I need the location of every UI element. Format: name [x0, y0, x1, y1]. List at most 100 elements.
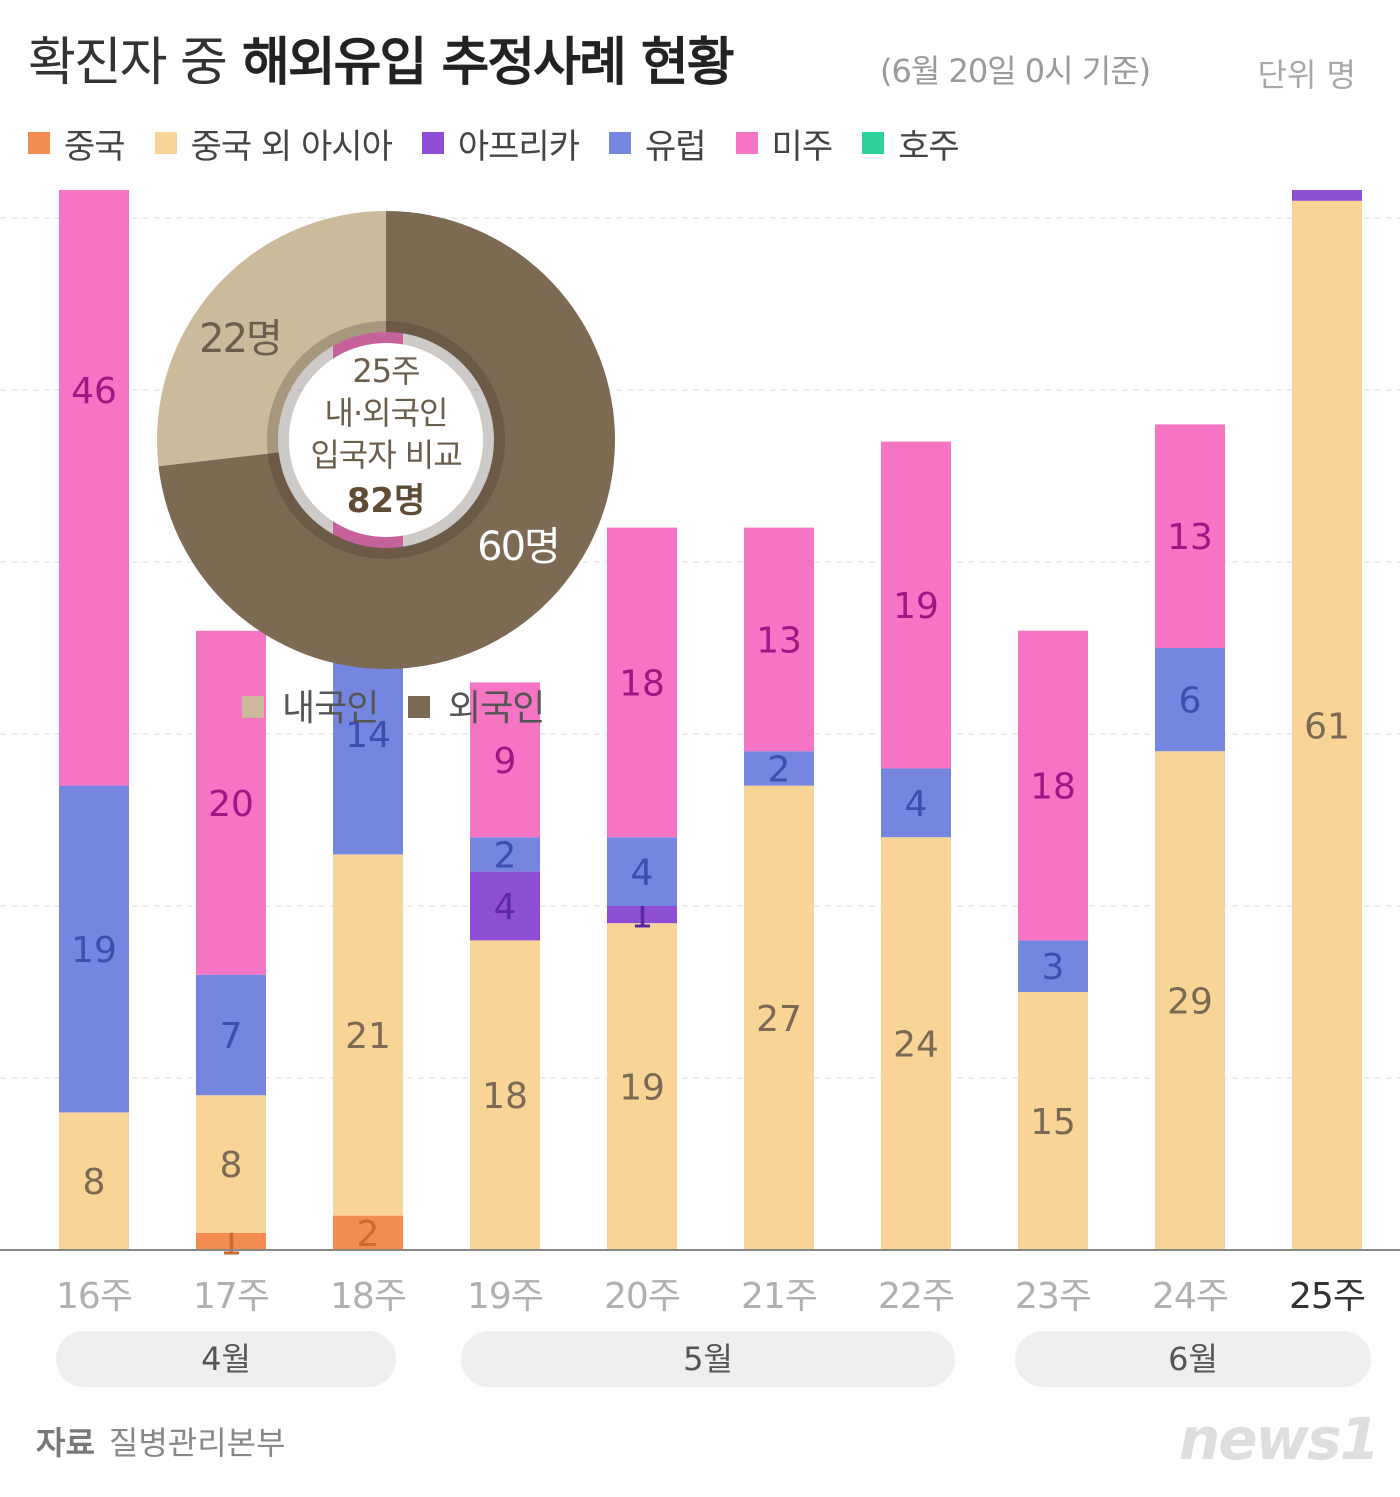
x-tick-label: 17주	[193, 1276, 269, 1317]
donut-center	[289, 343, 483, 537]
legend-item-americas: 미주	[735, 119, 834, 168]
legend-label: 중국	[64, 126, 126, 167]
x-tick-label: 25주	[1289, 1276, 1365, 1317]
bar-segment	[196, 974, 266, 1096]
bar-segment	[744, 527, 814, 752]
bar-segment	[470, 871, 540, 941]
legend-swatch	[28, 132, 50, 154]
bar-value-label: 24	[893, 1025, 939, 1066]
legend-swatch	[735, 132, 758, 154]
bar-segment	[1018, 940, 1088, 992]
x-tick-label: 20주	[604, 1276, 680, 1317]
legend-item-australia: 호주	[862, 119, 960, 168]
legend-label: 유럽	[644, 126, 707, 167]
bar-value-label: 13	[1167, 517, 1213, 558]
bar-value-label: 2	[494, 835, 517, 876]
donut-slice	[157, 211, 386, 467]
bar-segment	[607, 906, 677, 924]
bar-value-label: 20	[208, 784, 254, 825]
title-note: (6월 20일 0시 기준)	[880, 52, 1151, 90]
bar-segment	[1155, 751, 1225, 1250]
source-note: 자료 질병관리본부	[36, 1418, 286, 1464]
bar-segment	[196, 630, 266, 975]
bar-segment	[607, 527, 677, 838]
legend-item-china: 중국	[28, 119, 126, 168]
bar-segment	[1292, 200, 1362, 1250]
bar-segment	[59, 1112, 129, 1250]
donut-legend-label: 내국인	[282, 688, 378, 729]
donut-center-text: 25주	[352, 352, 419, 390]
bar-segment	[470, 837, 540, 872]
bar-segment	[881, 837, 951, 1250]
donut-slice-label: 22명	[199, 316, 281, 362]
bar-segment	[881, 768, 951, 838]
month-pill-may: 5월	[461, 1331, 955, 1387]
chart-header: 확진자 중 해외유입 추정사례 현황 (6월 20일 0시 기준) 단위 명	[28, 20, 1378, 100]
bar-segment	[470, 682, 540, 838]
bar-segment	[59, 785, 129, 1113]
donut-legend-swatch	[242, 696, 264, 718]
legend-swatch	[421, 132, 444, 154]
bar-value-label: 61	[1304, 706, 1350, 747]
unit-label: 단위 명	[1257, 56, 1357, 94]
news1-logo: news1	[1178, 1405, 1380, 1473]
bar-value-label: 8	[83, 1162, 106, 1203]
bar-segment	[881, 441, 951, 769]
donut-inner-ring	[267, 321, 505, 559]
bar-value-label: 15	[1030, 1102, 1076, 1143]
bar-segment	[744, 751, 814, 786]
legend-item-africa: 아프리카	[421, 119, 580, 168]
legend-swatch	[862, 132, 885, 154]
bar-value-label: 8	[220, 1145, 243, 1186]
legend-label: 미주	[771, 126, 834, 167]
bar-value-label: 4	[905, 784, 928, 825]
donut-legend-swatch	[408, 696, 430, 718]
x-tick-label: 23주	[1015, 1276, 1091, 1317]
source-label: 자료	[36, 1424, 95, 1462]
bar-segment	[59, 190, 129, 786]
legend-label: 중국 외 아시아	[190, 126, 393, 167]
bar-segment	[1292, 190, 1362, 201]
x-tick-label: 22주	[878, 1276, 954, 1317]
bar-segment	[196, 1095, 266, 1233]
donut-slice	[158, 211, 615, 669]
month-pill-june: 6월	[1015, 1331, 1371, 1387]
legend-swatch	[154, 132, 177, 154]
bar-segment	[1155, 648, 1225, 752]
bar-value-label: 2	[768, 749, 791, 790]
bar-segment	[607, 923, 677, 1250]
donut-slice-label: 60명	[477, 524, 559, 570]
stacked-bar-chart: 81946116주1872017주221141818주1842919주19141…	[0, 190, 1400, 1317]
bar-segment	[196, 1232, 266, 1250]
bar-segment	[333, 854, 403, 1216]
bar-value-label: 19	[893, 586, 939, 627]
bar-value-label: 18	[619, 663, 665, 704]
title-light: 확진자 중	[28, 33, 228, 93]
bar-legend: 중국 중국 외 아시아 아프리카 유럽 미주 호주	[28, 118, 989, 168]
bar-value-label: 14	[345, 715, 391, 756]
legend-item-asia: 중국 외 아시아	[154, 119, 393, 168]
x-tick-label: 16주	[56, 1276, 132, 1317]
donut-center-total: 82명	[347, 481, 426, 521]
bar-segment	[333, 1215, 403, 1250]
source-value: 질병관리본부	[108, 1424, 286, 1462]
bar-value-label: 19	[71, 930, 117, 971]
x-tick-label: 21주	[741, 1276, 817, 1317]
bar-value-label: 46	[71, 371, 117, 412]
bar-value-label: 18	[1030, 767, 1076, 808]
bar-value-label: 13	[756, 620, 802, 661]
chart-title: 확진자 중 해외유입 추정사례 현황	[28, 20, 735, 95]
bar-value-label: 19	[619, 1068, 665, 1109]
bar-value-label: 4	[631, 853, 654, 894]
title-bold: 해외유입 추정사례 현황	[242, 33, 735, 93]
bar-value-label: 27	[756, 999, 802, 1040]
bar-segment	[744, 785, 814, 1250]
bar-value-label: 2	[357, 1214, 380, 1255]
bar-value-label: 3	[1042, 947, 1065, 988]
bar-value-label: 18	[482, 1076, 528, 1117]
bar-value-label: 4	[494, 887, 517, 928]
bar-segment	[1155, 424, 1225, 648]
bar-segment	[1018, 630, 1088, 941]
donut-center-text: 입국자 비교	[310, 436, 461, 474]
bar-value-label: 9	[494, 741, 517, 782]
